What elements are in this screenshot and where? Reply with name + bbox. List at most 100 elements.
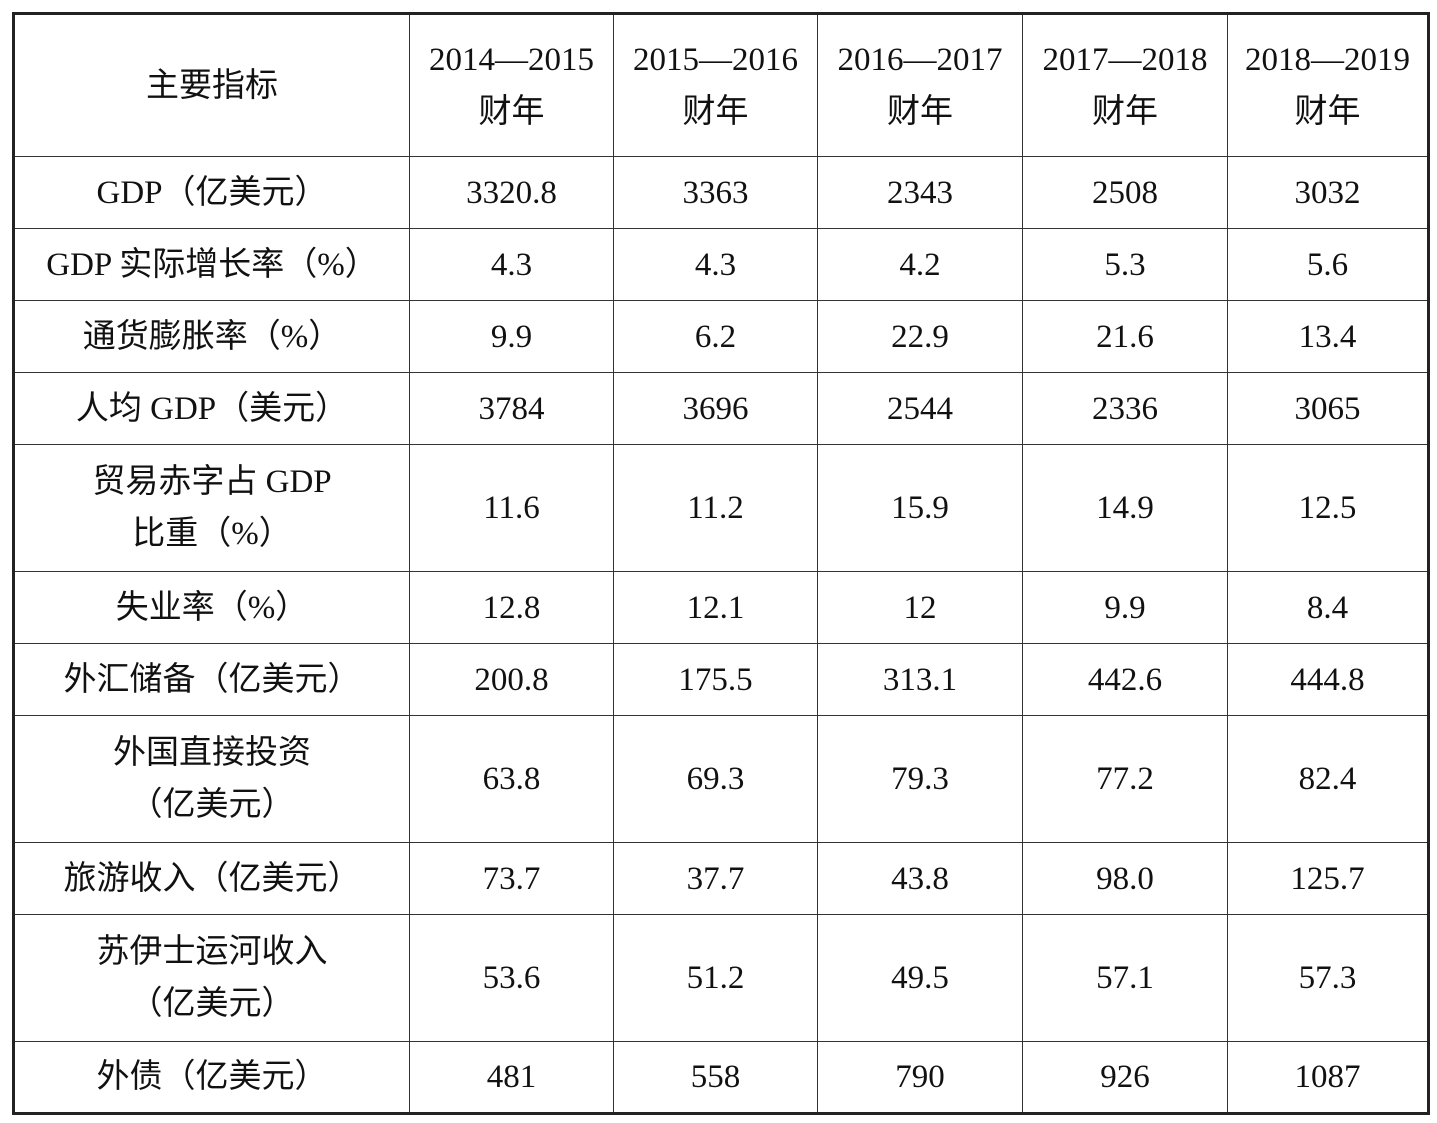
value-cell: 22.9 bbox=[817, 300, 1023, 373]
row-label: 旅游收入（亿美元） bbox=[13, 842, 410, 915]
value-cell: 82.4 bbox=[1227, 715, 1429, 843]
value-cell-text: 8.4 bbox=[1306, 589, 1349, 626]
value-cell: 57.3 bbox=[1227, 914, 1429, 1042]
value-cell-text: 6.2 bbox=[694, 318, 737, 355]
header-cell-text: 2017—2018 bbox=[1042, 41, 1208, 78]
row-label: 外汇储备（亿美元） bbox=[13, 643, 410, 716]
value-cell: 5.6 bbox=[1227, 228, 1429, 301]
header-cell: 2016—2017 财年 bbox=[817, 13, 1023, 157]
data-row: 外债（亿美元） 481 558 790 926 1087 bbox=[13, 1041, 1429, 1114]
value-cell-text: 2544 bbox=[887, 390, 953, 427]
value-cell: 63.8 bbox=[409, 715, 614, 843]
value-cell-text: 57.1 bbox=[1096, 960, 1154, 996]
value-cell: 481 bbox=[409, 1041, 614, 1114]
value-cell: 98.0 bbox=[1022, 842, 1228, 915]
value-cell-text: 51.2 bbox=[686, 960, 745, 996]
value-cell-text: 1087 bbox=[1294, 1059, 1361, 1095]
value-cell: 4.3 bbox=[613, 228, 818, 301]
data-row: 通货膨胀率（%） 9.9 6.2 22.9 21.6 13.4 bbox=[13, 300, 1429, 373]
value-cell: 926 bbox=[1022, 1041, 1228, 1114]
value-cell-text: 37.7 bbox=[686, 860, 745, 897]
row-label-text: GDP（亿美元） bbox=[96, 174, 328, 211]
value-cell-text: 313.1 bbox=[882, 661, 958, 698]
value-cell: 11.6 bbox=[409, 444, 614, 572]
data-row: 外国直接投资 （亿美元） 63.8 69.3 79.3 77.2 82.4 bbox=[13, 715, 1429, 843]
value-cell: 13.4 bbox=[1227, 300, 1429, 373]
value-cell: 200.8 bbox=[409, 643, 614, 716]
row-label-text: 外国直接投资 bbox=[113, 735, 311, 771]
value-cell-text: 3696 bbox=[682, 390, 749, 427]
row-label-text: 外债（亿美元） bbox=[96, 1059, 328, 1095]
value-cell: 77.2 bbox=[1022, 715, 1228, 843]
value-cell-text: 2508 bbox=[1092, 174, 1158, 211]
value-cell-text: 73.7 bbox=[482, 860, 541, 897]
value-cell-text: 3032 bbox=[1294, 174, 1361, 211]
value-cell: 11.2 bbox=[613, 444, 818, 572]
value-cell-text: 77.2 bbox=[1096, 761, 1154, 797]
value-cell: 4.2 bbox=[817, 228, 1023, 301]
value-cell: 51.2 bbox=[613, 914, 818, 1042]
value-cell-text: 12.5 bbox=[1298, 490, 1357, 526]
header-cell-text: 财年 bbox=[1294, 93, 1361, 130]
value-cell-text: 57.3 bbox=[1298, 960, 1357, 996]
value-cell: 14.9 bbox=[1022, 444, 1228, 572]
row-label-text: 比重（%） bbox=[132, 516, 292, 552]
value-cell-text: 3784 bbox=[478, 390, 545, 427]
value-cell: 3032 bbox=[1227, 156, 1429, 229]
value-cell: 313.1 bbox=[817, 643, 1023, 716]
value-cell-text: 12.1 bbox=[686, 589, 745, 626]
row-label-text: 贸易赤字占 GDP bbox=[92, 464, 332, 500]
value-cell-text: 5.3 bbox=[1104, 246, 1146, 283]
value-cell: 790 bbox=[817, 1041, 1023, 1114]
value-cell: 6.2 bbox=[613, 300, 818, 373]
data-row: GDP（亿美元） 3320.8 3363 2343 2508 3032 bbox=[13, 156, 1429, 229]
value-cell: 12.8 bbox=[409, 571, 614, 644]
header-cell: 2015—2016 财年 bbox=[613, 13, 818, 157]
row-label-text: GDP 实际增长率（%） bbox=[46, 246, 378, 283]
value-cell: 1087 bbox=[1227, 1041, 1429, 1114]
value-cell-text: 22.9 bbox=[891, 318, 949, 355]
value-cell: 9.9 bbox=[409, 300, 614, 373]
data-row: 失业率（%） 12.8 12.1 12 9.9 8.4 bbox=[13, 571, 1429, 644]
economic-indicators-table: 主要指标 2014—2015 财年 2015—2016 财年 2016—2017 财年 201… bbox=[12, 12, 1430, 1115]
value-cell-text: 82.4 bbox=[1298, 761, 1357, 797]
value-cell: 43.8 bbox=[817, 842, 1023, 915]
header-cell: 2017—2018 财年 bbox=[1022, 13, 1228, 157]
value-cell-text: 21.6 bbox=[1096, 318, 1154, 355]
header-cell-text: 2014—2015 bbox=[429, 41, 594, 78]
value-cell: 12.5 bbox=[1227, 444, 1429, 572]
value-cell: 2508 bbox=[1022, 156, 1228, 229]
value-cell-text: 926 bbox=[1100, 1059, 1150, 1095]
value-cell: 57.1 bbox=[1022, 914, 1228, 1042]
header-cell-text: 2018—2019 bbox=[1245, 41, 1410, 78]
data-row: 贸易赤字占 GDP 比重（%） 11.6 11.2 15.9 14.9 12.5 bbox=[13, 444, 1429, 572]
value-cell: 3065 bbox=[1227, 372, 1429, 445]
value-cell: 2336 bbox=[1022, 372, 1228, 445]
value-cell: 69.3 bbox=[613, 715, 818, 843]
value-cell: 53.6 bbox=[409, 914, 614, 1042]
value-cell-text: 4.3 bbox=[490, 246, 533, 283]
row-label: GDP 实际增长率（%） bbox=[13, 228, 410, 301]
value-cell: 2343 bbox=[817, 156, 1023, 229]
value-cell-text: 444.8 bbox=[1290, 661, 1365, 698]
data-row: 外汇储备（亿美元） 200.8 175.5 313.1 442.6 444.8 bbox=[13, 643, 1429, 716]
value-cell: 49.5 bbox=[817, 914, 1023, 1042]
header-cell-text: 财年 bbox=[1092, 93, 1158, 130]
value-cell: 12 bbox=[817, 571, 1023, 644]
value-cell-text: 14.9 bbox=[1096, 490, 1154, 526]
value-cell: 444.8 bbox=[1227, 643, 1429, 716]
value-cell-text: 63.8 bbox=[482, 761, 541, 797]
value-cell: 12.1 bbox=[613, 571, 818, 644]
value-cell-text: 442.6 bbox=[1087, 661, 1163, 698]
value-cell-text: 175.5 bbox=[678, 661, 753, 698]
header-cell: 主要指标 bbox=[13, 13, 410, 157]
value-cell-text: 481 bbox=[486, 1059, 537, 1095]
value-cell-text: 790 bbox=[895, 1059, 945, 1095]
header-cell: 2018—2019 财年 bbox=[1227, 13, 1429, 157]
value-cell: 175.5 bbox=[613, 643, 818, 716]
value-cell-text: 2336 bbox=[1092, 390, 1158, 427]
value-cell-text: 12.8 bbox=[482, 589, 541, 626]
value-cell-text: 13.4 bbox=[1298, 318, 1357, 355]
value-cell-text: 200.8 bbox=[474, 661, 549, 698]
